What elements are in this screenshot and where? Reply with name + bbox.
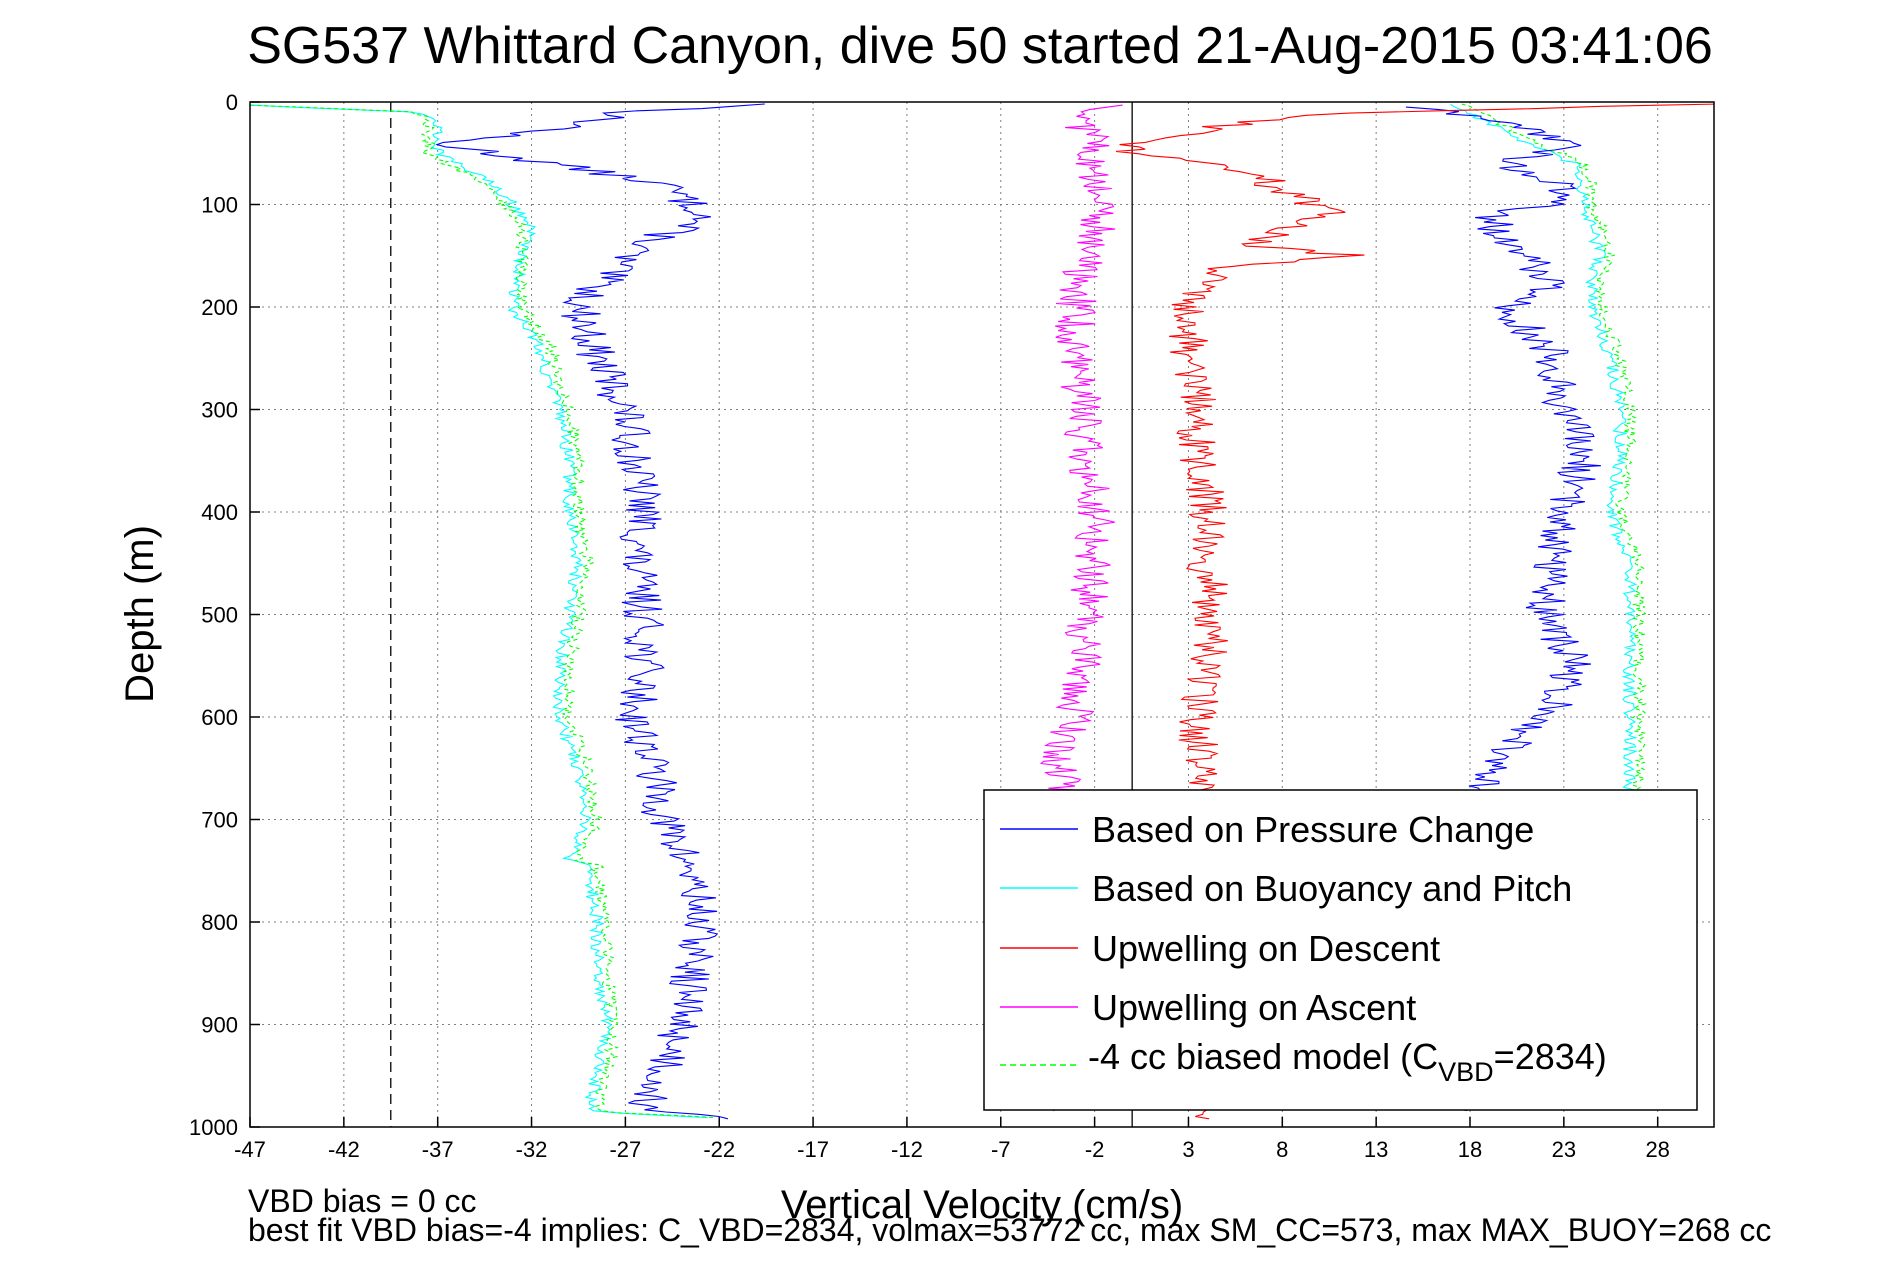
- y-tick-label: 100: [201, 193, 238, 218]
- legend-box: [983, 789, 1698, 1111]
- x-tick-label: -27: [609, 1137, 641, 1162]
- x-tick-label: 3: [1182, 1137, 1194, 1162]
- legend-label-ascent: Upwelling on Ascent: [1092, 987, 1416, 1028]
- x-tick-label: -2: [1085, 1137, 1105, 1162]
- y-tick-label: 600: [201, 705, 238, 730]
- x-tick-label: 18: [1458, 1137, 1482, 1162]
- y-tick-label: 500: [201, 603, 238, 628]
- x-tick-label: -7: [991, 1137, 1011, 1162]
- y-tick-label: 1000: [189, 1115, 238, 1140]
- bias-note: VBD bias = 0 cc: [248, 1183, 477, 1219]
- x-tick-label: -32: [516, 1137, 548, 1162]
- y-tick-label: 0: [226, 90, 238, 115]
- x-tick-label: -37: [422, 1137, 454, 1162]
- x-tick-label: 28: [1645, 1137, 1669, 1162]
- x-tick-label: 13: [1364, 1137, 1388, 1162]
- y-tick-label: 300: [201, 398, 238, 423]
- series-line: [250, 104, 708, 1119]
- y-ticks: 0 100 200 300 400 500 600 700 800 900 1000: [189, 90, 260, 1140]
- y-tick-label: 900: [201, 1013, 238, 1038]
- series-line: [435, 103, 765, 1120]
- legend-label-model: -4 cc biased model (CVBD=2834): [1088, 1036, 1607, 1087]
- y-tick-label: 700: [201, 808, 238, 833]
- x-axis-label: Vertical Velocity (cm/s): [781, 1183, 1183, 1227]
- y-tick-label: 200: [201, 295, 238, 320]
- y-tick-label: 400: [201, 500, 238, 525]
- x-tick-label: -47: [234, 1137, 266, 1162]
- y-tick-label: 800: [201, 910, 238, 935]
- best-fit-note: best fit VBD bias=-4 implies: C_VBD=2834…: [248, 1212, 1771, 1248]
- legend-label-descent: Upwelling on Descent: [1092, 928, 1440, 969]
- x-tick-label: -42: [328, 1137, 360, 1162]
- legend-label-pressure: Based on Pressure Change: [1092, 809, 1534, 850]
- series-line: [250, 104, 716, 1119]
- x-tick-label: -22: [703, 1137, 735, 1162]
- legend: Based on Pressure Change Based on Buoyan…: [983, 789, 1698, 1111]
- x-tick-label: -12: [891, 1137, 923, 1162]
- y-axis-label: Depth (m): [118, 525, 162, 703]
- x-tick-label: 23: [1552, 1137, 1576, 1162]
- legend-label-buoyancy: Based on Buoyancy and Pitch: [1092, 868, 1572, 909]
- x-ticks: -47 -42 -37 -32 -27 -22 -17 -12 -7 -2 3 8 13 18 23 28: [234, 1117, 1670, 1162]
- x-tick-label: -17: [797, 1137, 829, 1162]
- x-tick-label: 8: [1276, 1137, 1288, 1162]
- chart-title: SG537 Whittard Canyon, dive 50 started 2…: [247, 17, 1713, 75]
